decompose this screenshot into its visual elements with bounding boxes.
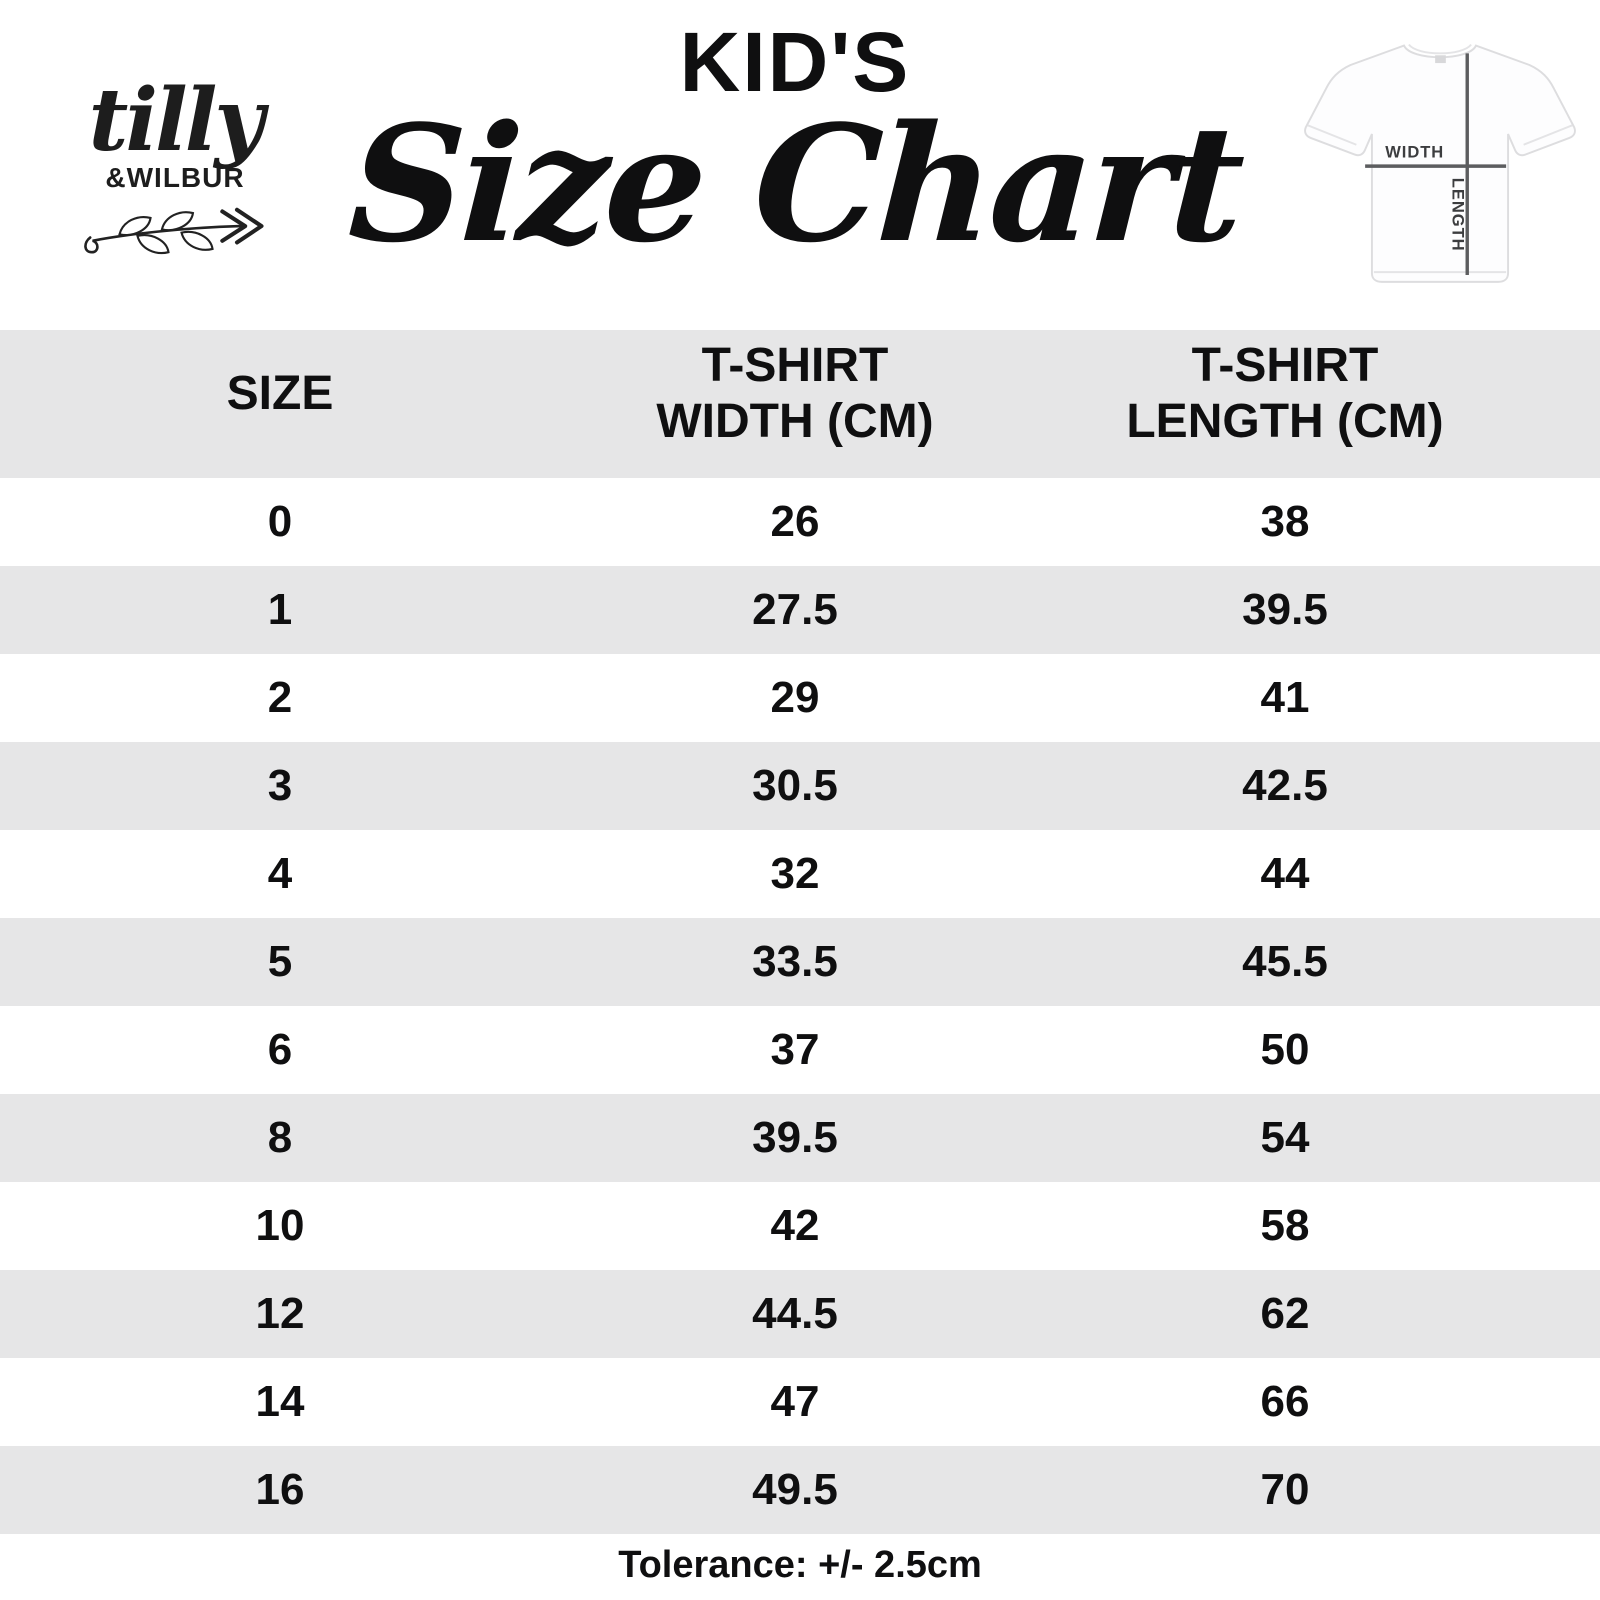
table-row: 12 44.5 62 [0,1270,1600,1358]
size-cell: 14 [255,1377,305,1426]
size-cell: 12 [255,1289,305,1338]
size-cell: 10 [255,1201,305,1250]
table-row: 1 27.5 39.5 [0,566,1600,654]
size-table: SIZE T-SHIRT WIDTH (CM) T-SHIRT LENGTH (… [0,330,1600,1534]
table-row: 10 42 58 [0,1182,1600,1270]
length-cell: 41 [1260,673,1310,722]
table-body: 0 26 38 1 27.5 39.5 2 29 41 3 30.5 42.5 … [0,478,1600,1534]
width-cell: 29 [770,673,820,722]
table-header-row: SIZE T-SHIRT WIDTH (CM) T-SHIRT LENGTH (… [0,330,1600,478]
width-cell: 49.5 [752,1465,838,1514]
table-row: 0 26 38 [0,478,1600,566]
size-cell: 3 [267,761,293,810]
chart-kicker: KID'S [679,15,911,109]
table-row: 5 33.5 45.5 [0,918,1600,1006]
tshirt-body [1304,44,1576,283]
header-size: SIZE [226,366,334,420]
table-row: 8 39.5 54 [0,1094,1600,1182]
brand-logo: tilly &WILBUR [56,70,294,267]
length-cell: 58 [1260,1201,1310,1250]
size-cell: 0 [267,497,293,546]
tshirt-measurement-diagram: WIDTH LENGTH [1304,43,1576,283]
header-tshirt-width: T-SHIRT WIDTH (CM) [656,338,934,448]
width-cell: 39.5 [752,1113,838,1162]
width-cell: 32 [770,849,820,898]
size-cell: 4 [267,849,293,898]
table-row: 2 29 41 [0,654,1600,742]
brand-name-script: tilly [88,70,265,171]
table-row: 16 49.5 70 [0,1446,1600,1534]
length-cell: 50 [1260,1025,1310,1074]
length-cell: 54 [1260,1113,1310,1162]
width-cell: 26 [770,497,820,546]
width-cell: 44.5 [752,1289,838,1338]
size-cell: 2 [267,673,293,722]
neck-label [1435,55,1446,64]
header-tshirt-length: T-SHIRT LENGTH (CM) [1126,338,1444,448]
length-cell: 45.5 [1242,937,1328,986]
table-row: 3 30.5 42.5 [0,742,1600,830]
size-cell: 1 [267,585,293,634]
width-cell: 33.5 [752,937,838,986]
length-cell: 38 [1260,497,1310,546]
length-cell: 62 [1260,1289,1310,1338]
length-cell: 39.5 [1242,585,1328,634]
table-row: 4 32 44 [0,830,1600,918]
length-cell: 70 [1260,1465,1310,1514]
length-cell: 42.5 [1242,761,1328,810]
width-cell: 47 [770,1377,820,1426]
width-label: WIDTH [1385,142,1444,161]
width-cell: 42 [770,1201,820,1250]
size-cell: 8 [267,1113,293,1162]
table-row: 6 37 50 [0,1006,1600,1094]
table-row: 14 47 66 [0,1358,1600,1446]
length-label: LENGTH [1449,178,1468,252]
width-cell: 37 [770,1025,820,1074]
laurel-branch-icon [84,207,264,254]
size-cell: 5 [267,937,293,986]
brand-name-caps: &WILBUR [105,161,245,193]
size-cell: 16 [255,1465,305,1514]
width-cell: 30.5 [752,761,838,810]
width-cell: 27.5 [752,585,838,634]
tolerance-note: Tolerance: +/- 2.5cm [618,1543,982,1586]
page-title: Size Chart [344,90,1246,278]
length-cell: 66 [1260,1377,1310,1426]
length-cell: 44 [1260,849,1310,898]
size-cell: 6 [267,1025,293,1074]
